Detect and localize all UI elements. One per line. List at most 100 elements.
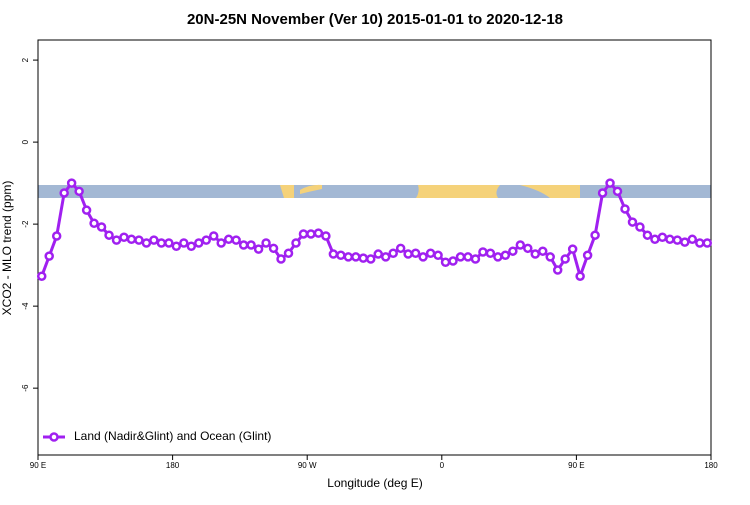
point	[171, 241, 182, 252]
y-tick-label: -6	[21, 384, 30, 392]
y-tick-label: 2	[21, 57, 30, 62]
x-tick-label: 0	[440, 461, 445, 470]
point	[635, 222, 645, 232]
point	[620, 204, 630, 214]
point	[380, 252, 391, 262]
point	[530, 249, 541, 259]
y-tick-label: 0	[21, 139, 30, 144]
point	[575, 271, 585, 281]
point	[306, 229, 316, 239]
point	[448, 256, 458, 266]
point	[523, 243, 533, 254]
point	[216, 238, 226, 248]
point	[410, 248, 421, 258]
map-strip	[38, 184, 711, 198]
x-tick-label: 90 W	[298, 461, 317, 470]
point	[702, 238, 713, 248]
point	[366, 254, 376, 264]
point	[463, 252, 473, 262]
point	[680, 237, 690, 247]
point	[179, 238, 189, 248]
point	[343, 252, 354, 262]
point	[695, 238, 705, 248]
point	[313, 228, 324, 238]
y-tick-label: -2	[21, 220, 30, 228]
y-axis-label: XCO2 - MLO trend (ppm)	[0, 181, 14, 316]
point	[201, 235, 211, 245]
point	[126, 234, 137, 245]
point	[597, 188, 608, 198]
point	[268, 243, 279, 254]
point	[627, 217, 638, 227]
point	[66, 178, 77, 188]
x-tick-label: 180	[166, 461, 180, 470]
x-tick-label: 180	[704, 461, 718, 470]
point	[545, 252, 555, 262]
point	[253, 244, 264, 254]
legend-marker	[49, 432, 59, 442]
point	[582, 250, 593, 261]
point	[336, 250, 346, 261]
point	[104, 230, 114, 240]
point	[612, 186, 623, 197]
point	[403, 249, 413, 259]
point	[194, 238, 204, 248]
point	[425, 248, 436, 258]
point	[246, 240, 256, 250]
point	[149, 235, 159, 245]
point	[493, 252, 503, 262]
point	[283, 248, 294, 258]
point	[111, 235, 122, 245]
point	[186, 241, 197, 252]
point	[44, 251, 54, 261]
point	[418, 252, 428, 262]
point	[672, 235, 683, 245]
point	[508, 246, 518, 256]
x-tick-label: 90 E	[568, 461, 584, 470]
point	[590, 230, 600, 240]
point	[440, 257, 451, 268]
point	[298, 229, 309, 239]
point	[59, 188, 69, 198]
point	[328, 249, 339, 259]
point	[657, 232, 668, 242]
point	[276, 254, 286, 264]
point	[223, 234, 234, 245]
point	[485, 248, 496, 258]
point	[81, 205, 92, 215]
point	[515, 240, 526, 250]
point	[156, 238, 167, 248]
point	[470, 254, 481, 264]
y-tick-label: -4	[21, 302, 30, 310]
point	[395, 243, 406, 254]
point	[89, 218, 99, 229]
point	[388, 248, 398, 258]
point	[478, 247, 488, 257]
point	[455, 252, 466, 262]
point	[351, 252, 361, 262]
point	[567, 244, 578, 254]
point	[687, 234, 698, 245]
point	[538, 246, 548, 256]
point	[642, 230, 653, 240]
point	[291, 238, 301, 248]
x-tick-label: 90 E	[30, 461, 46, 470]
point	[134, 235, 144, 245]
point	[373, 249, 383, 259]
plot-frame	[37, 39, 712, 456]
x-axis-label: Longitude (deg E)	[327, 476, 422, 490]
point	[650, 234, 660, 245]
point	[500, 250, 511, 261]
point	[605, 178, 615, 188]
point	[433, 250, 443, 261]
chart-title: 20N-25N November (Ver 10) 2015-01-01 to …	[187, 11, 563, 28]
point	[141, 238, 152, 248]
point	[208, 231, 219, 241]
point	[96, 222, 107, 232]
point	[231, 235, 241, 245]
point	[74, 186, 84, 197]
point	[261, 238, 271, 248]
point	[560, 254, 570, 264]
point	[321, 231, 331, 241]
